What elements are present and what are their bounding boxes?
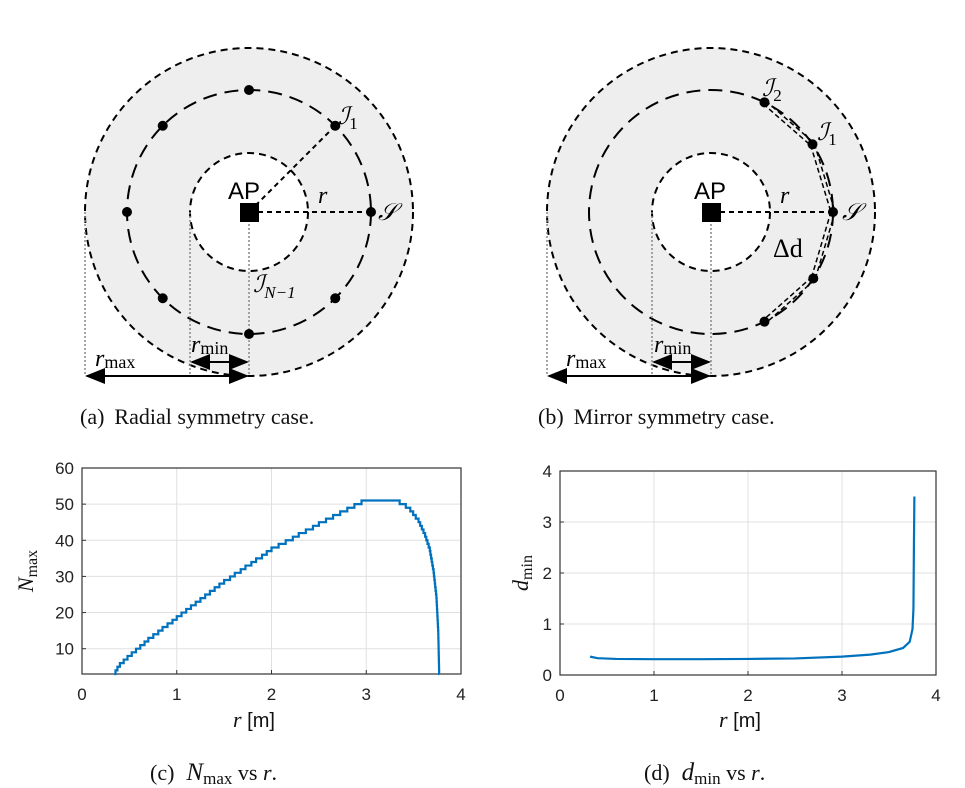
ap-to-i1-line: [248, 125, 336, 213]
y-axis-label: Nmax: [13, 550, 41, 593]
user-points: [759, 97, 838, 327]
chart-nmax-vs-r: Nmax r [m] (c) Nmax vs r. 0 1 2 3 4 10 20 30 40 50…: [13, 459, 466, 788]
chart-dmin-vs-r: dmin r [m] (d) dmin vs r. 0 1 2 3 4 0 1 2 3 4: [508, 462, 941, 788]
x-tick-label: 2: [743, 686, 752, 705]
y-tick-label: 3: [543, 513, 552, 532]
y-tick-label: 40: [55, 531, 74, 550]
rmax-label: rmax: [95, 346, 135, 372]
x-tick-label: 3: [362, 685, 371, 704]
user-point: [157, 120, 168, 131]
user-points: [122, 85, 376, 339]
annulus-region: [85, 48, 413, 376]
user-point: [807, 139, 818, 150]
x-tick-label: 3: [837, 686, 846, 705]
chord-line: [762, 276, 813, 321]
y-tick-label: 4: [543, 462, 552, 481]
y-tick-label: 0: [543, 666, 552, 685]
x-tick-label: 0: [555, 686, 564, 705]
user-point: [330, 120, 341, 131]
caption-c: (c) Nmax vs r.: [150, 759, 277, 788]
x-tick-label: 2: [267, 685, 276, 704]
x-tick-label: 4: [931, 686, 940, 705]
caption-d: (d) dmin vs r.: [644, 759, 765, 788]
y-tick-label: 30: [55, 567, 74, 586]
caption-b: (b) Mirror symmetry case.: [538, 404, 775, 429]
plot-area: [81, 467, 462, 675]
x-tick-label: 1: [172, 685, 181, 704]
rmax-label: rmax: [566, 346, 606, 372]
user-point: [330, 293, 341, 304]
i1-label: ℐ1: [817, 118, 837, 149]
x-axis-label: r [m]: [719, 707, 761, 732]
outer-circle-rmax: [84, 47, 414, 377]
user-point: [122, 207, 132, 217]
user-point: [157, 293, 168, 304]
in1-label: ℐN−1: [253, 270, 296, 302]
r-label: r: [318, 183, 328, 209]
i2-label: ℐ2: [762, 74, 782, 105]
y-tick-label: 60: [55, 459, 74, 478]
y-tick-label: 2: [543, 564, 552, 583]
chord-line: [814, 212, 836, 280]
chord-line: [813, 143, 836, 212]
x-axis-label: r [m]: [233, 707, 275, 732]
panel-b-mirror-diagram: AP r 𝒮 ℐ1 ℐ2 Δd rmax rmin (b) Mirror symm…: [538, 47, 876, 429]
user-point: [759, 97, 770, 108]
y-tick-label: 20: [55, 604, 74, 623]
caption-a: (a) Radial symmetry case.: [80, 404, 314, 429]
y-tick-label: 1: [543, 615, 552, 634]
ap-square: [240, 203, 259, 222]
chord-line: [765, 279, 816, 324]
y-tick-label: 50: [55, 495, 74, 514]
r-label: r: [780, 183, 790, 209]
y-axis-label: dmin: [508, 555, 536, 591]
chord-line: [765, 100, 815, 144]
data-series-line: [114, 499, 441, 676]
chord-line: [809, 144, 832, 213]
delta-d-label: Δd: [773, 234, 803, 263]
chord-line: [762, 103, 812, 147]
x-tick-label: 0: [77, 685, 86, 704]
user-point: [759, 316, 770, 327]
user-point: [244, 329, 254, 339]
user-point: [366, 207, 376, 217]
rmin-label: rmin: [654, 332, 691, 358]
ap-square: [702, 203, 721, 222]
x-tick-label: 1: [649, 686, 658, 705]
ap-label: AP: [694, 178, 726, 205]
ap-label: AP: [228, 178, 260, 205]
chord-line: [810, 211, 832, 279]
panel-a-radial-diagram: AP r 𝒮 ℐ1 ℐN−1 rmax rmin (a) Radial symme…: [80, 47, 414, 429]
outer-circle-rmax: [546, 47, 876, 377]
user-point: [244, 85, 254, 95]
y-tick-label: 10: [55, 640, 74, 659]
user-point: [808, 273, 819, 284]
user-point: [828, 207, 838, 217]
i1-label: ℐ1: [338, 102, 358, 133]
data-series-line: [589, 496, 916, 661]
chord-lines: [762, 100, 836, 324]
x-tick-label: 4: [456, 685, 465, 704]
plot-area: [559, 470, 937, 676]
rmin-label: rmin: [191, 332, 228, 358]
